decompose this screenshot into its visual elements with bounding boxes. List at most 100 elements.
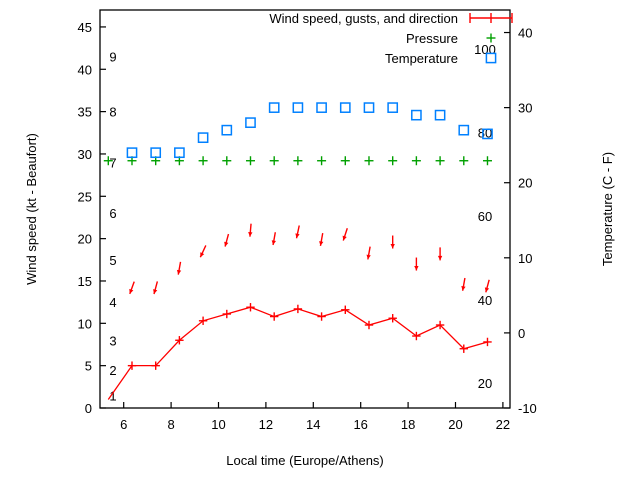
wind-arrow <box>153 281 159 295</box>
temperature-point <box>292 102 304 113</box>
y2-tick-label: 30 <box>518 101 532 116</box>
y2-axis-title: Temperature (C - F) <box>600 152 615 266</box>
temperature-point <box>363 102 375 113</box>
pressure-series <box>103 156 492 166</box>
y2-tick-label: 40 <box>518 26 532 41</box>
beaufort-label: 3 <box>109 333 116 348</box>
wind-arrow <box>414 257 419 271</box>
x-tick-label: 20 <box>448 417 462 432</box>
arrow-head <box>461 285 466 291</box>
temperature-point <box>197 132 209 144</box>
arrow-head <box>295 233 300 239</box>
fahrenheit-label: 20 <box>478 376 492 391</box>
beaufort-label: 8 <box>109 105 116 120</box>
arrow-head <box>319 241 324 246</box>
y-tick-label: 0 <box>85 401 92 416</box>
arrow-head <box>366 254 371 260</box>
temperature-point <box>174 147 185 159</box>
wind-direction-arrows <box>129 223 490 295</box>
plot-frame <box>99 9 511 409</box>
axis-titles: Local time (Europe/Athens) Wind speed (kt… <box>24 133 615 468</box>
temperature-point <box>245 117 256 128</box>
y-tick-label: 15 <box>78 274 92 289</box>
y-tick-label: 25 <box>78 189 92 204</box>
arrow-head <box>437 255 443 261</box>
temperature-point <box>316 102 327 113</box>
legend-square <box>485 52 497 64</box>
x-tick-label: 8 <box>167 417 174 432</box>
wind-speed-series <box>107 303 492 400</box>
temperature-point <box>126 147 138 159</box>
wind-arrow <box>271 232 277 246</box>
arrow-head <box>129 288 134 294</box>
beaufort-scale-labels: 1 2 3 4 5 6 7 8 9 <box>109 50 116 404</box>
y-tick-label: 35 <box>78 105 92 120</box>
legend-label: Pressure <box>406 31 458 46</box>
temperature-point <box>339 102 351 113</box>
wind-arrow <box>129 281 135 295</box>
temperature-point <box>482 128 493 140</box>
arrow-head <box>271 240 276 246</box>
y-tick-label: 20 <box>78 232 92 247</box>
beaufort-label: 6 <box>109 206 116 221</box>
fahrenheit-label: 100 <box>474 42 496 57</box>
temperature-point <box>268 102 280 113</box>
arrow-head <box>224 241 229 247</box>
temperature-point <box>150 147 162 159</box>
wind-arrow <box>248 223 253 237</box>
y-tick-label: 30 <box>78 147 92 162</box>
wind-speed-line <box>107 306 488 400</box>
wind-arrow <box>199 245 207 258</box>
plot-border <box>99 9 511 409</box>
y2-tick-label: 20 <box>518 176 532 191</box>
y2-axis-ticks: -10 0 10 20 30 40 <box>504 26 537 416</box>
y-tick-label: 5 <box>85 359 92 374</box>
arrow-head <box>200 252 205 258</box>
x-axis-title: Local time (Europe/Athens) <box>226 453 384 468</box>
temperature-point <box>221 124 233 136</box>
x-tick-label: 18 <box>401 417 415 432</box>
arrow-head <box>390 244 395 249</box>
wind-arrow <box>176 261 182 275</box>
arrow-head <box>248 231 253 237</box>
x-tick-label: 22 <box>496 417 510 432</box>
y-axis-ticks: 0 5 10 15 20 25 30 35 40 45 <box>78 20 106 416</box>
temperature-point <box>458 124 470 136</box>
wind-arrow <box>437 247 443 261</box>
wind-arrow <box>319 232 324 247</box>
arrow-head <box>484 287 490 293</box>
legend-label: Wind speed, gusts, and direction <box>269 11 458 26</box>
arrow-head <box>342 235 347 241</box>
wind-arrow <box>461 277 466 291</box>
x-tick-label: 10 <box>211 417 225 432</box>
wind-arrow <box>224 233 230 247</box>
fahrenheit-label: 40 <box>478 293 492 308</box>
y-tick-label: 40 <box>78 62 92 77</box>
wind-arrow <box>390 235 395 249</box>
beaufort-label: 9 <box>109 50 116 65</box>
x-axis-ticks: 6 8 10 12 14 16 18 20 22 <box>120 402 510 432</box>
x-tick-label: 16 <box>353 417 367 432</box>
x-tick-label: 12 <box>259 417 273 432</box>
wind-arrow <box>366 246 371 260</box>
wind-arrow <box>295 225 300 239</box>
legend: Wind speed, gusts, and direction Pressure… <box>269 11 513 66</box>
temperature-point <box>411 109 422 121</box>
y-tick-label: 10 <box>78 316 92 331</box>
temperature-point <box>434 109 446 121</box>
arrow-head <box>153 289 158 295</box>
y-tick-label: 45 <box>78 20 92 35</box>
x-tick-label: 6 <box>120 417 127 432</box>
legend-label: Temperature <box>385 51 458 66</box>
y2-tick-label: 10 <box>518 251 532 266</box>
beaufort-label: 4 <box>109 295 116 310</box>
x-tick-label: 14 <box>306 417 320 432</box>
fahrenheit-label: 60 <box>478 209 492 224</box>
y-axis-title: Wind speed (kt - Beaufort) <box>24 133 39 285</box>
temperature-series <box>126 102 493 159</box>
beaufort-label: 2 <box>109 363 116 378</box>
y2-tick-label: 0 <box>518 326 525 341</box>
